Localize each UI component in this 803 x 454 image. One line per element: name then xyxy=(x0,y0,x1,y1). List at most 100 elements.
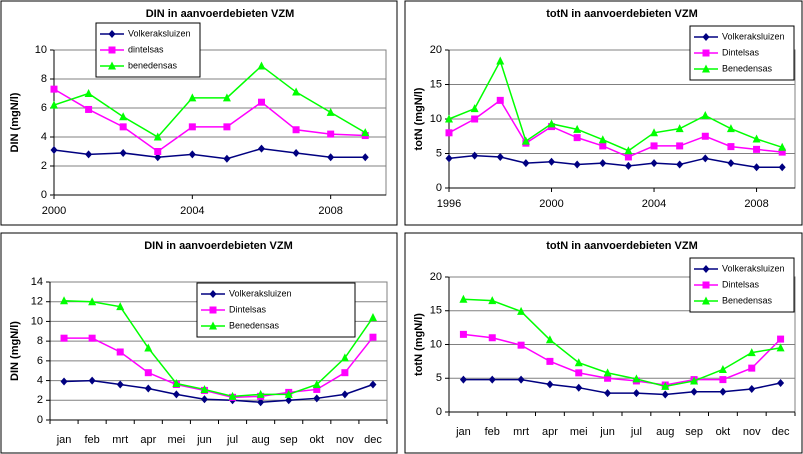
marker xyxy=(776,343,785,352)
marker xyxy=(312,380,321,389)
y-axis-label: totN (mgN/l) xyxy=(413,87,425,150)
marker xyxy=(84,89,93,97)
y-tick-label: 2 xyxy=(37,394,43,406)
chart-title: DIN in aanvoerdebieten VZM xyxy=(144,240,293,252)
marker xyxy=(517,306,526,315)
marker xyxy=(573,124,582,133)
y-tick-label: 10 xyxy=(31,315,43,327)
marker xyxy=(368,312,377,321)
marker xyxy=(488,296,497,305)
marker xyxy=(604,374,612,382)
marker xyxy=(753,145,761,153)
marker xyxy=(701,111,710,120)
marker xyxy=(726,124,735,133)
y-tick-label: 15 xyxy=(430,78,442,90)
marker xyxy=(470,104,479,113)
marker xyxy=(85,105,93,113)
marker xyxy=(223,123,231,131)
marker xyxy=(172,379,181,388)
marker xyxy=(650,159,658,168)
series-line xyxy=(463,378,781,396)
marker xyxy=(650,128,659,137)
series-line xyxy=(463,333,782,386)
y-tick-label: 20 xyxy=(430,271,442,283)
legend-label: Volkeraksluizen xyxy=(722,31,785,41)
y-tick-label: 10 xyxy=(35,44,47,56)
series-line xyxy=(53,64,366,138)
marker xyxy=(547,119,556,128)
marker xyxy=(228,391,237,400)
marker xyxy=(200,395,208,404)
marker xyxy=(661,381,670,390)
legend-label: Benedensas xyxy=(722,63,773,73)
marker xyxy=(60,377,68,386)
y-tick-label: 8 xyxy=(37,335,43,347)
marker xyxy=(488,334,496,342)
marker xyxy=(50,146,58,155)
y-tick-label: 14 xyxy=(31,276,43,288)
marker xyxy=(517,341,525,349)
marker xyxy=(119,148,127,157)
marker xyxy=(701,154,709,163)
marker xyxy=(222,93,231,102)
chart-title: totN in aanvoerdebieten VZM xyxy=(546,240,698,252)
marker xyxy=(701,132,709,140)
x-tick-label: dec xyxy=(772,426,790,438)
marker xyxy=(574,358,583,367)
y-tick-label: 15 xyxy=(430,305,442,317)
y-tick-label: 10 xyxy=(430,113,442,125)
marker xyxy=(496,152,504,161)
marker xyxy=(188,93,197,102)
marker xyxy=(445,114,453,123)
marker xyxy=(632,389,640,398)
legend-marker xyxy=(702,64,710,73)
marker xyxy=(154,148,162,155)
y-tick-label: 20 xyxy=(430,44,442,56)
x-tick-label: jul xyxy=(630,426,642,438)
marker xyxy=(573,160,581,169)
marker xyxy=(521,136,530,145)
marker xyxy=(748,385,756,394)
marker xyxy=(471,151,479,160)
series-line xyxy=(448,154,783,169)
marker xyxy=(598,135,607,144)
y-tick-label: 5 xyxy=(436,147,442,159)
y-tick-label: 4 xyxy=(41,131,47,143)
x-tick-label: sep xyxy=(280,434,298,446)
x-tick-label: jun xyxy=(196,434,212,446)
x-tick-label: mei xyxy=(168,434,186,446)
legend-marker xyxy=(702,296,710,305)
marker xyxy=(116,302,125,311)
legend-marker xyxy=(702,33,710,41)
marker xyxy=(258,144,265,153)
y-tick-label: 0 xyxy=(436,406,442,418)
marker xyxy=(85,150,93,159)
chart-title: totN in aanvoerdebieten VZM xyxy=(546,8,698,20)
marker xyxy=(778,142,787,151)
legend-label: Volkeraksluizen xyxy=(229,288,292,298)
marker xyxy=(257,61,266,70)
y-tick-label: 4 xyxy=(37,374,43,386)
x-tick-label: aug xyxy=(656,426,674,438)
marker xyxy=(778,163,786,172)
y-tick-label: 5 xyxy=(436,372,442,384)
x-tick-label: okt xyxy=(716,426,731,438)
x-tick-label: feb xyxy=(485,426,500,438)
legend-label: Dintelsas xyxy=(722,279,760,289)
marker xyxy=(575,369,583,377)
marker xyxy=(459,330,467,338)
y-tick-label: 8 xyxy=(41,73,47,85)
marker xyxy=(50,85,58,93)
marker xyxy=(624,146,633,155)
series-line xyxy=(448,59,783,152)
marker xyxy=(88,376,96,385)
legend-marker xyxy=(209,306,217,314)
legend-marker xyxy=(702,265,710,273)
series-line xyxy=(64,299,374,398)
chart-title: DIN in aanvoerdebieten VZM xyxy=(146,8,295,20)
marker xyxy=(675,124,684,133)
x-tick-label: aug xyxy=(251,434,269,446)
legend-label: dintelsas xyxy=(128,44,164,54)
marker xyxy=(777,335,785,343)
marker xyxy=(369,333,377,341)
